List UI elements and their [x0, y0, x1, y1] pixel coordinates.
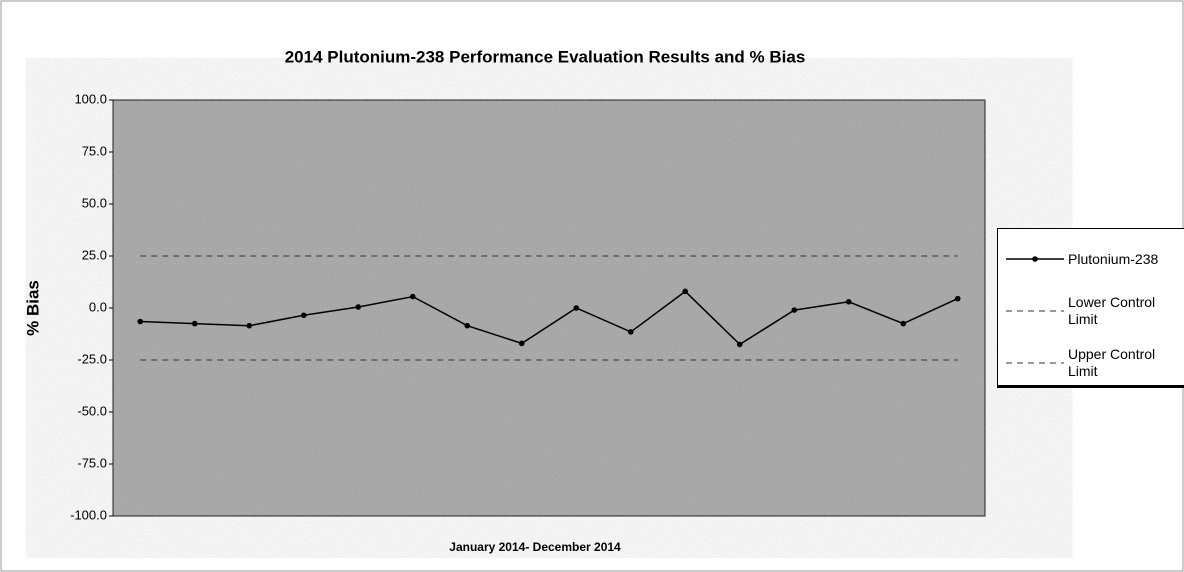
y-tick-label: 75.0: [82, 143, 107, 158]
legend-swatch: [1006, 256, 1064, 262]
y-tick-label: -100.0: [70, 507, 107, 522]
y-tick-label: 100.0: [74, 91, 107, 106]
y-tick-label: -25.0: [77, 351, 107, 366]
x-axis-label: January 2014- December 2014: [449, 540, 621, 554]
data-point: [954, 295, 961, 302]
data-point: [137, 318, 144, 325]
series-line: [140, 290, 959, 346]
y-tick-label: -50.0: [77, 403, 107, 418]
legend-swatch: [1006, 362, 1064, 364]
data-point: [518, 340, 525, 347]
y-axis-label: % Bias: [23, 280, 42, 336]
legend-label: Plutonium-238: [1068, 250, 1159, 267]
legend-label: Upper Control Limit: [1068, 346, 1156, 379]
data-point: [845, 298, 852, 305]
data-point: [627, 329, 634, 335]
data-point: [300, 312, 307, 319]
legend-item: Lower Control Limit: [1006, 293, 1178, 329]
data-point: [246, 322, 253, 329]
data-point: [682, 288, 689, 295]
data-point: [736, 341, 743, 348]
data-point: [900, 320, 907, 327]
chart-title: 2014 Plutonium-238 Performance Evaluatio…: [285, 47, 806, 66]
data-point: [791, 307, 798, 313]
y-tick-label: 50.0: [82, 195, 107, 210]
y-tick-label: 25.0: [82, 247, 107, 262]
legend-swatch: [1006, 310, 1064, 312]
plot-texture: [113, 100, 985, 516]
data-point: [464, 322, 471, 329]
legend-item: Upper Control Limit: [1006, 345, 1178, 381]
legend-label: Lower Control Limit: [1068, 294, 1156, 327]
y-tick-label: 0.0: [89, 299, 107, 314]
data-point: [355, 304, 362, 310]
legend-item: Plutonium-238: [1006, 241, 1178, 277]
data-point: [191, 320, 198, 327]
legend: Plutonium-238 Lower Control Limit Upper Co…: [997, 228, 1184, 388]
data-point: [573, 305, 580, 311]
data-point: [409, 293, 416, 300]
y-tick-label: -75.0: [77, 455, 107, 470]
legend-marker: [1032, 256, 1038, 262]
